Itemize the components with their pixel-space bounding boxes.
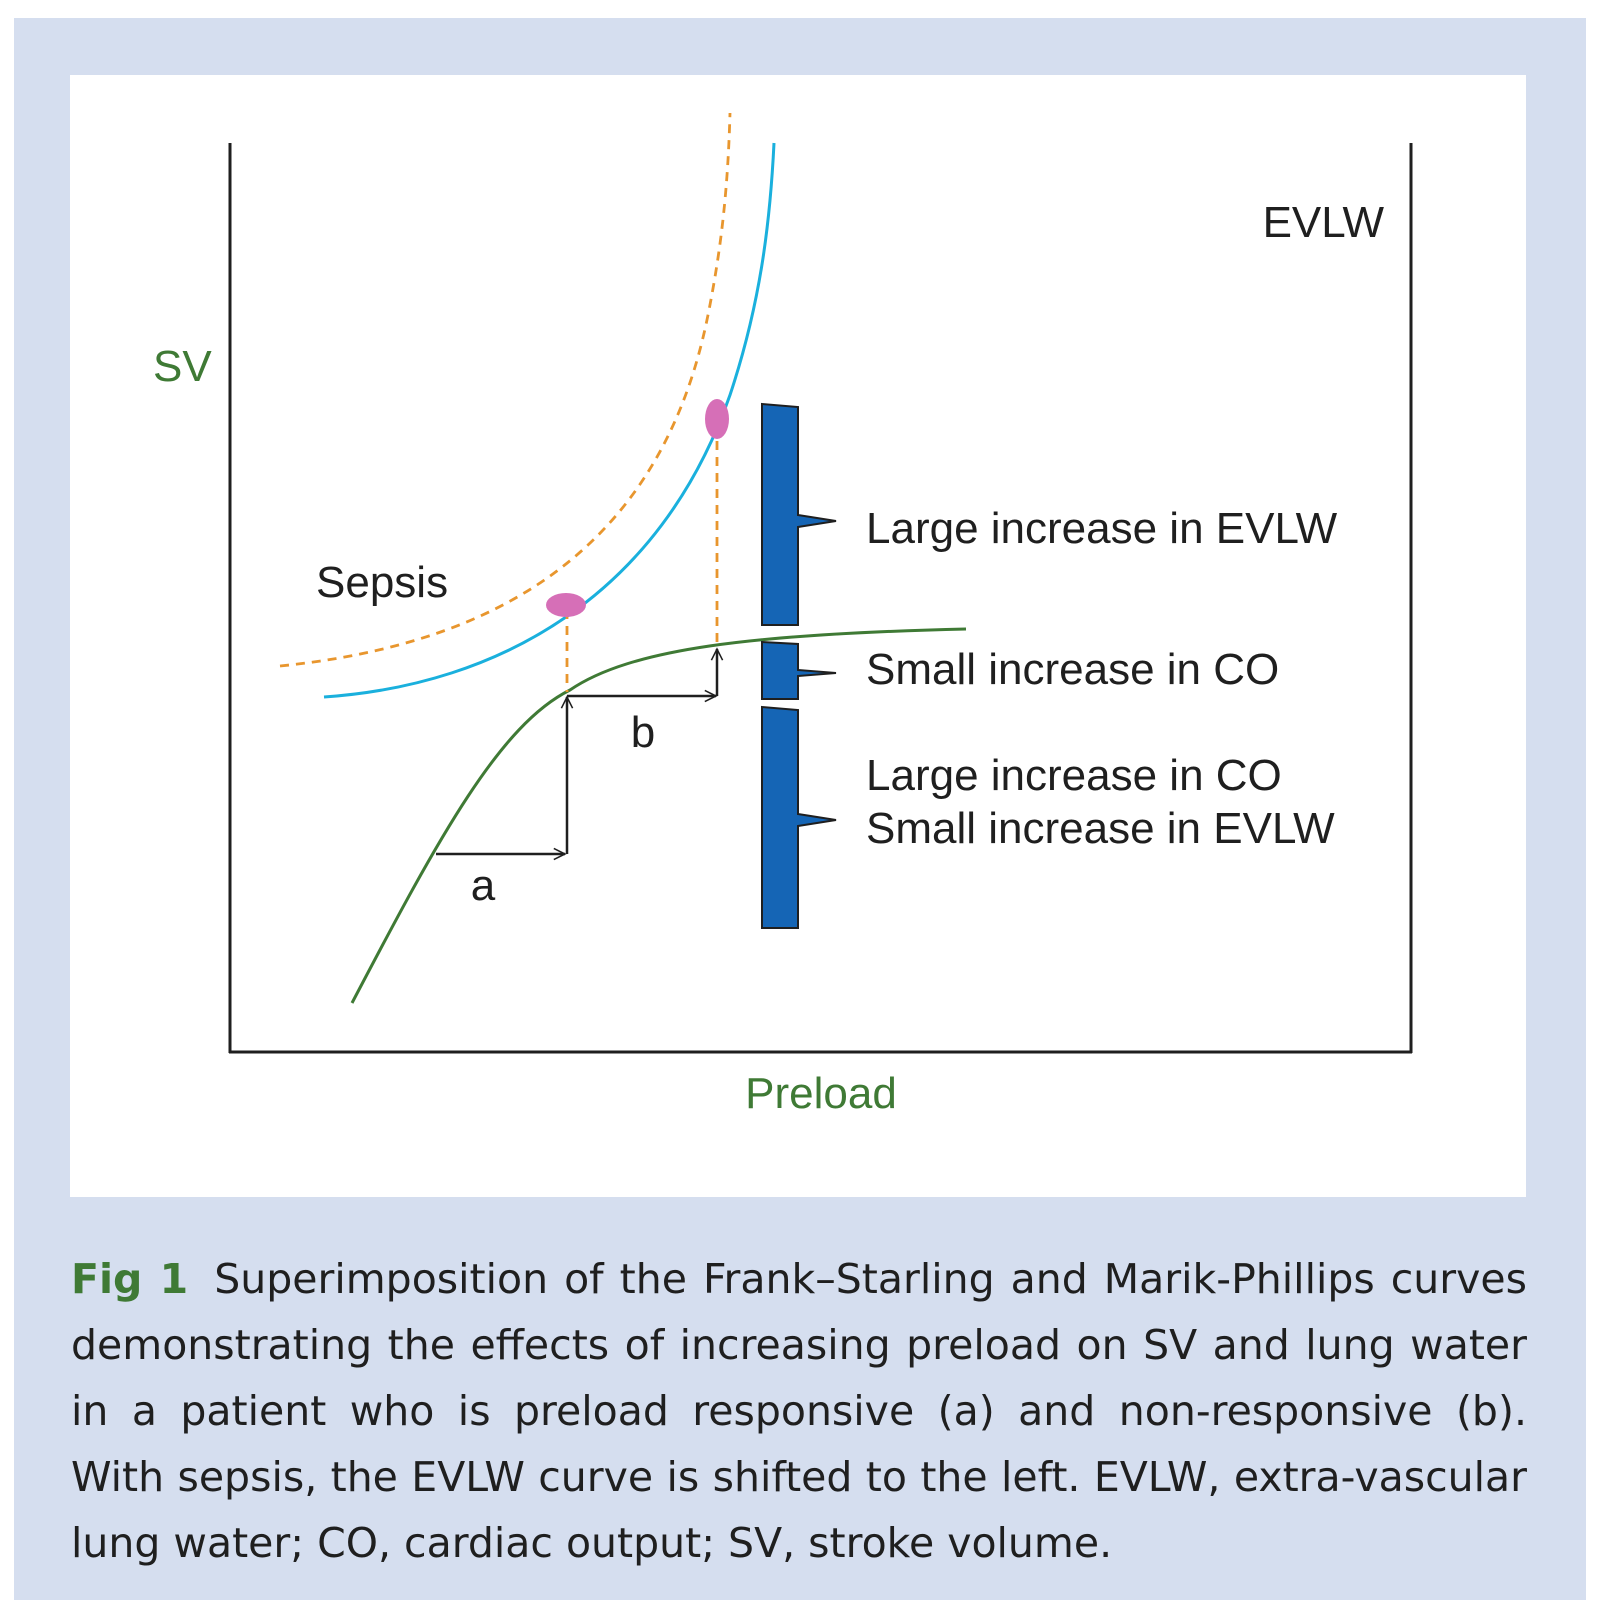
y-axis-label: SV [153,342,212,391]
arrow-b-label: b [631,708,655,757]
figure-box: SV Preload EVLW Sepsis a b Large increas… [70,75,1526,1197]
frank-starling-curve [350,627,967,1004]
figure-caption: Fig 1 Superimposition of the Frank–Starl… [71,1246,1527,1576]
figure-panel: SV Preload EVLW Sepsis a b Large increas… [14,18,1586,1600]
figure-label: Fig 1 [71,1255,189,1303]
bracket-small-co [761,640,837,700]
arrow-a-label: a [471,861,496,910]
bracket-label-small-co: Small increase in CO [866,645,1279,694]
bracket-large-evlw [761,402,837,626]
point-low [546,593,586,617]
bracket-label-large-co: Large increase in CO [866,751,1282,800]
bracket-large-co [761,705,837,929]
evlw-curve-label: EVLW [1263,198,1385,247]
frank-starling-marik-phillips-diagram: SV Preload EVLW Sepsis a b Large increas… [153,112,1413,1118]
bracket-label-small-evlw: Small increase in EVLW [866,804,1335,853]
caption-text: Superimposition of the Frank–Starling an… [71,1255,1527,1567]
sepsis-curve-label: Sepsis [316,558,448,607]
x-axis-label: Preload [745,1069,897,1118]
sepsis-evlw-curve [279,112,732,668]
bracket-label-large-evlw: Large increase in EVLW [866,504,1338,553]
point-high [705,399,729,439]
evlw-curve [323,142,776,699]
